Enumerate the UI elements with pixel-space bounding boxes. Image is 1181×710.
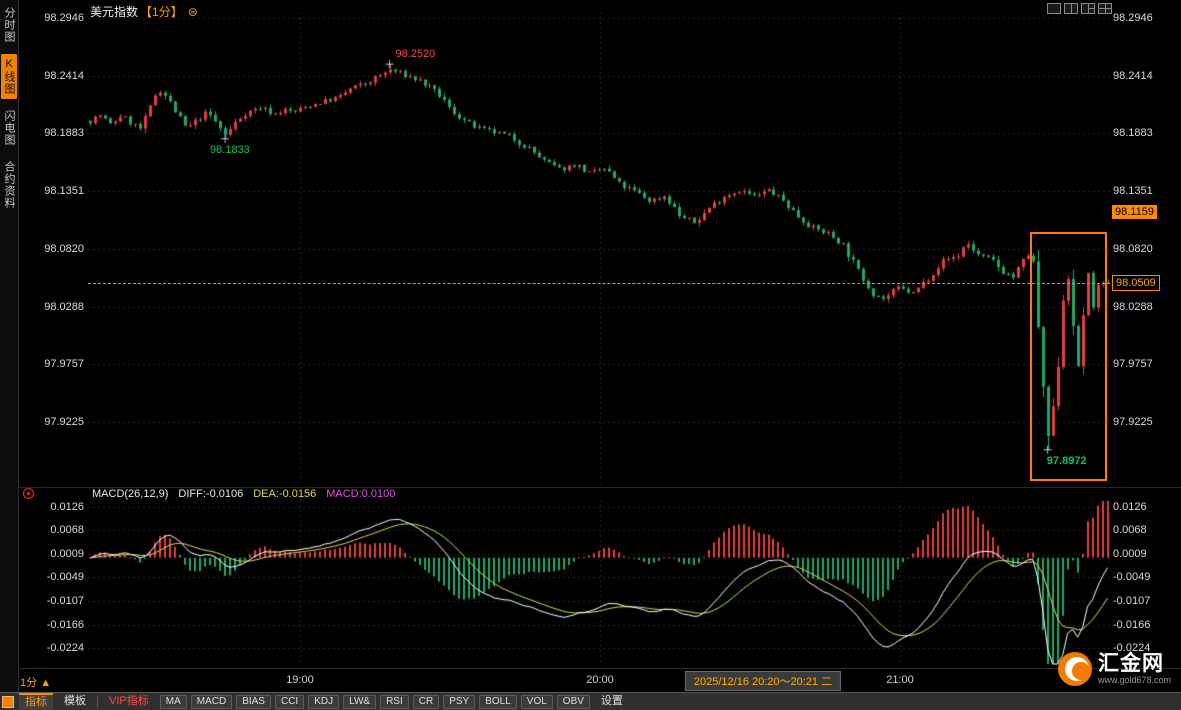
watermark: 汇金网 www.gold678.com <box>1058 652 1171 686</box>
layout-single-icon[interactable] <box>1047 3 1061 14</box>
layout-split-2-icon[interactable] <box>1064 3 1078 14</box>
chart-settings-icon[interactable]: ⊜ <box>187 4 198 19</box>
indicator-button-lw[interactable]: LW& <box>343 694 377 709</box>
settings-button[interactable]: 设置 <box>600 695 623 707</box>
indicator-button-vol[interactable]: VOL <box>520 694 553 709</box>
axis-label: -0.0107 <box>46 594 84 607</box>
axis-label: 98.2946 <box>1113 11 1153 24</box>
current-price-line <box>88 282 1110 284</box>
instrument-name: 美元指数 <box>90 5 139 19</box>
grid-icon[interactable] <box>2 695 14 708</box>
sidebar-item-kline-chart[interactable]: K线图 <box>1 54 17 99</box>
axis-label: 98.1883 <box>44 127 84 140</box>
watermark-brand: 汇金网 <box>1098 652 1164 675</box>
indicator-button-bias[interactable]: BIAS <box>236 694 271 709</box>
axis-label: 98.1351 <box>44 185 84 198</box>
macd-macd-value: MACD:0.0100 <box>326 488 396 500</box>
period-selector[interactable]: 1分 ▲ <box>20 674 51 690</box>
axis-label: -0.0166 <box>46 618 84 631</box>
huijin-logo-icon <box>1058 652 1092 686</box>
time-axis: 1分 ▲ 2025/12/16 20:20～20:21 二 19:00 20:00… <box>0 668 1181 692</box>
axis-label: 97.9757 <box>44 358 84 371</box>
axis-label: -0.0049 <box>46 571 84 584</box>
sidebar-item-lightning-chart[interactable]: 闪电图 <box>3 110 15 146</box>
time-label: 19:00 <box>286 674 314 686</box>
bottom-toolbar: 指标 模板 VIP指标 MA MACD BIAS CCI KDJ LW& RSI CR PSY B… <box>0 692 1181 710</box>
axis-label: 98.2946 <box>44 11 84 24</box>
time-label: 21:00 <box>886 674 914 686</box>
axis-label: 98.1351 <box>1113 185 1153 198</box>
axis-label: 0.0068 <box>1113 524 1147 537</box>
axis-label: 97.9225 <box>1113 416 1153 429</box>
axis-label: -0.0166 <box>1113 618 1151 631</box>
axis-label: 98.1883 <box>1113 127 1153 140</box>
current-price-badge: 98.0509 <box>1112 274 1160 291</box>
period-label-text: 1分 <box>20 677 38 689</box>
axis-label: 0.0068 <box>50 524 84 537</box>
axis-label: 98.2414 <box>44 69 84 82</box>
indicator-button-psy[interactable]: PSY <box>443 694 476 709</box>
axis-label: 98.2414 <box>1113 69 1153 82</box>
high-price-badge: 98.1159 <box>1112 205 1157 220</box>
axis-label: -0.0224 <box>1113 642 1151 655</box>
price-axis-left: 98.2946 98.2414 98.1883 98.1351 98.0820 98.02… <box>30 12 84 488</box>
macd-axis-right: 0.0126 0.0068 0.0009 -0.0049 -0.0107 -0.0166 -… <box>1113 500 1175 665</box>
layout-split-3-icon[interactable] <box>1081 3 1095 14</box>
candlestick-chart[interactable] <box>88 12 1110 488</box>
high-annotation: 98.2520 <box>395 48 436 61</box>
axis-label: -0.0107 <box>1113 594 1151 607</box>
indicator-button-cci[interactable]: CCI <box>274 694 305 709</box>
macd-title: MACD(26,12,9) <box>92 488 169 500</box>
indicator-button-macd[interactable]: MACD <box>190 694 233 709</box>
indicator-button-kdj[interactable]: KDJ <box>308 694 340 709</box>
axis-label: 98.0820 <box>44 242 84 255</box>
tab-template[interactable]: 模板 <box>64 695 86 707</box>
axis-label: 97.9225 <box>44 416 84 429</box>
macd-header: MACD(26,12,9) DIFF:-0.0106 DEA:-0.0156 M… <box>92 488 395 500</box>
watermark-url: www.gold678.com <box>1098 675 1172 685</box>
period-tag: 【1分】 <box>140 5 183 19</box>
indicator-button-group: MA MACD BIAS CCI KDJ LW& RSI CR PSY BOLL VOL OBV <box>159 694 590 709</box>
box-low-annotation: 97.8972 <box>1046 454 1087 467</box>
axis-label: 98.0288 <box>44 300 84 313</box>
axis-label: 0.0126 <box>1113 500 1147 513</box>
macd-chart[interactable] <box>88 500 1110 665</box>
axis-label: -0.0049 <box>1113 571 1151 584</box>
axis-label: 97.9757 <box>1113 358 1153 371</box>
indicator-button-cr[interactable]: CR <box>412 694 440 709</box>
chart-title: 美元指数 【1分】 ⊜ <box>90 3 198 20</box>
toolbar-divider <box>97 695 98 708</box>
time-label: 20:00 <box>586 674 614 686</box>
axis-label: 0.0009 <box>50 548 84 561</box>
highlight-box <box>1029 231 1107 482</box>
tab-indicators[interactable]: 指标 <box>19 693 53 710</box>
layout-icons <box>1047 3 1112 14</box>
chevron-up-icon: ▲ <box>40 677 52 689</box>
indicator-button-ma[interactable]: MA <box>159 694 187 709</box>
axis-label: 0.0126 <box>50 500 84 513</box>
panel-divider <box>19 487 1181 488</box>
macd-dea-value: DEA:-0.0156 <box>253 488 317 500</box>
sidebar-item-contract-info[interactable]: 合约资料 <box>3 161 15 209</box>
indicator-marker-icon[interactable] <box>23 488 34 499</box>
axis-label: 98.0820 <box>1113 242 1153 255</box>
axis-label: 98.0288 <box>1113 300 1153 313</box>
selected-range-label: 2025/12/16 20:20～20:21 二 <box>684 671 842 691</box>
low-annotation: 98.1833 <box>210 143 250 156</box>
price-axis-right: 98.2946 98.2414 98.1883 98.1351 98.0820 98.02… <box>1113 12 1175 488</box>
left-sidebar: 分时图 K线图闪电图合约资料 <box>0 0 19 692</box>
axis-label: 0.0009 <box>1113 548 1147 561</box>
tab-vip-indicators[interactable]: VIP指标 <box>109 695 149 707</box>
sidebar-item-time-chart[interactable]: 分时图 <box>3 7 15 43</box>
axis-label: -0.0224 <box>46 642 84 655</box>
indicator-button-obv[interactable]: OBV <box>556 694 590 709</box>
layout-split-4-icon[interactable] <box>1098 3 1112 14</box>
indicator-button-boll[interactable]: BOLL <box>479 694 517 709</box>
macd-diff-value: DIFF:-0.0106 <box>178 488 244 500</box>
indicator-button-rsi[interactable]: RSI <box>380 694 409 709</box>
macd-axis-left: 0.0126 0.0068 0.0009 -0.0049 -0.0107 -0.0166 -… <box>30 500 84 665</box>
